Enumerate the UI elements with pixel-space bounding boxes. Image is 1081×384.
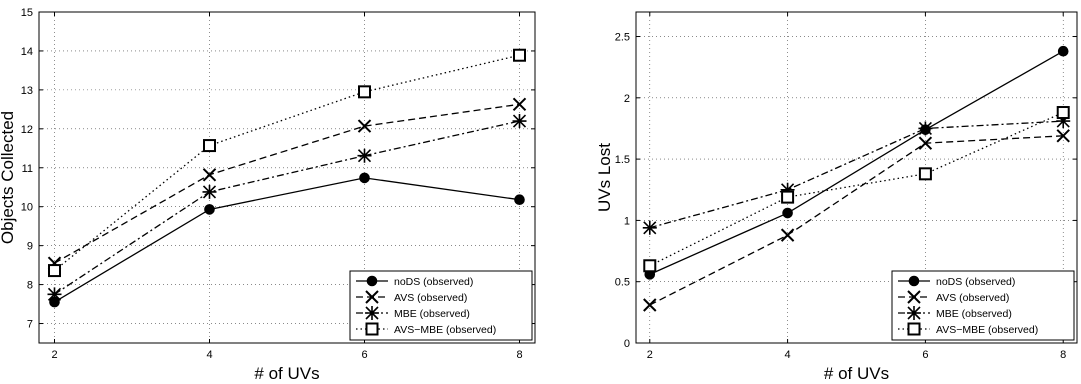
legend: noDS (observed) AVS (observed) MBE (observ…: [891, 270, 1075, 341]
legend-marker: [907, 306, 921, 320]
x-tick-label: 8: [1060, 349, 1066, 361]
data-point: [514, 194, 525, 205]
y-tick-label: 0.5: [615, 277, 630, 289]
data-point: [918, 121, 933, 136]
data-point: [642, 220, 657, 235]
series-1: [644, 45, 1069, 280]
data-point: [1056, 106, 1070, 120]
data-point: [782, 207, 793, 219]
data-point: [357, 119, 372, 133]
x-tick-label: 2: [647, 349, 653, 361]
data-point: [918, 167, 932, 181]
data-point: [204, 204, 215, 215]
legend-label: noDS (observed): [936, 276, 1015, 288]
data-point: [202, 184, 217, 199]
series-4: [48, 48, 526, 278]
x-tick-label: 6: [361, 349, 367, 361]
legend-label: AVS−MBE (observed): [394, 324, 496, 336]
legend-marker: [365, 322, 379, 336]
plot-frame: [635, 11, 1078, 344]
y-tick-label: 10: [21, 202, 33, 214]
y-tick-label: 1: [624, 215, 630, 227]
data-point: [780, 228, 795, 242]
legend-label: MBE (observed): [936, 308, 1012, 320]
series-1: [49, 172, 525, 308]
legend-marker: [366, 275, 378, 287]
x-tick-label: 4: [785, 349, 791, 361]
data-point: [780, 182, 795, 197]
legend-marker: [365, 290, 379, 304]
data-point: [358, 85, 371, 99]
data-point: [47, 287, 62, 302]
y-tick-label: 11: [22, 163, 33, 175]
data-point: [1056, 129, 1070, 143]
data-point: [781, 190, 795, 204]
data-point: [48, 264, 61, 278]
y-tick-label: 15: [21, 7, 33, 19]
data-point: [357, 148, 372, 163]
y-tick-label: 1.5: [615, 154, 630, 166]
y-tick-label: 2: [624, 93, 630, 105]
data-point: [512, 114, 527, 129]
data-point: [643, 298, 657, 312]
y-tick-label: 12: [21, 124, 33, 136]
y-tick-label: 2.5: [615, 32, 630, 44]
y-tick-label: 8: [27, 280, 33, 292]
y-tick-label: 0: [624, 338, 630, 350]
legend-label: AVS (observed): [936, 292, 1009, 304]
series-2: [643, 129, 1070, 312]
y-axis-label: UVs Lost: [595, 143, 614, 212]
series-3: [642, 114, 1071, 235]
legend-marker: [365, 306, 379, 320]
legend-label: AVS (observed): [394, 292, 467, 304]
data-point: [513, 48, 526, 62]
data-point: [359, 172, 370, 184]
y-axis-label: Objects Collected: [0, 111, 17, 244]
legend-marker: [907, 290, 921, 304]
data-point: [1057, 45, 1069, 57]
x-tick-label: 6: [922, 349, 928, 361]
series-4: [643, 106, 1070, 273]
series-line: [649, 50, 1064, 275]
y-tick-label: 7: [27, 319, 33, 331]
x-tick-label: 8: [516, 349, 522, 361]
data-point: [1056, 114, 1071, 129]
series-line: [54, 177, 520, 303]
series-line: [54, 103, 520, 264]
y-tick-label: 9: [27, 241, 33, 253]
data-point: [202, 168, 217, 182]
legend-box: [891, 270, 1075, 341]
legend-box: [349, 270, 533, 341]
series-line: [54, 54, 520, 272]
legend-label: MBE (observed): [394, 308, 470, 320]
plot-frame: [38, 11, 536, 344]
legend-label: noDS (observed): [394, 276, 473, 288]
y-tick-label: 14: [21, 46, 33, 58]
legend: noDS (observed) AVS (observed) MBE (observ…: [349, 270, 533, 341]
x-tick-label: 2: [51, 349, 57, 361]
series-line: [54, 120, 520, 295]
x-tick-label: 4: [206, 349, 212, 361]
data-point: [643, 259, 657, 273]
y-tick-label: 13: [21, 85, 33, 97]
data-point: [203, 139, 216, 153]
data-point: [512, 97, 527, 111]
x-axis-label: # of UVs: [254, 364, 319, 383]
x-axis-label: # of UVs: [824, 364, 889, 383]
series-line: [649, 120, 1064, 229]
chart-1: 7 8 9 10 11 12 13 14 15 2 4 6 8 # of UVs Objects Colle…: [0, 7, 536, 383]
data-point: [918, 136, 933, 150]
series-3: [47, 114, 527, 302]
series-line: [649, 135, 1064, 306]
series-line: [649, 111, 1064, 267]
series-2: [47, 97, 527, 270]
legend-marker: [907, 322, 921, 336]
legend-marker: [908, 275, 920, 287]
legend-label: AVS−MBE (observed): [936, 324, 1038, 336]
chart-2: 0 0.5 1 1.5 2 2.5 2 4 6 8 # of UVs UVs Lost noDS (ob…: [595, 11, 1078, 383]
